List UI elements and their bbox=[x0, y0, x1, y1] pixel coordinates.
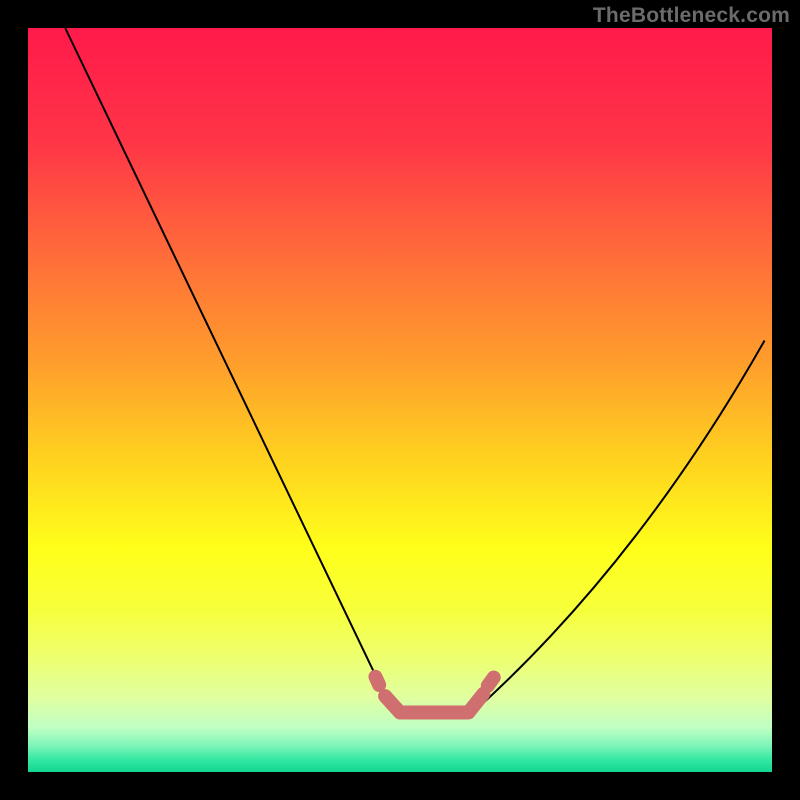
bottleneck-curve-chart bbox=[28, 28, 772, 772]
valley-marker-segment bbox=[488, 678, 494, 686]
chart-frame: TheBottleneck.com bbox=[0, 0, 800, 800]
valley-marker-segment bbox=[375, 677, 379, 685]
watermark-text: TheBottleneck.com bbox=[593, 4, 790, 28]
plot-area bbox=[28, 28, 772, 772]
gradient-background bbox=[28, 28, 772, 772]
